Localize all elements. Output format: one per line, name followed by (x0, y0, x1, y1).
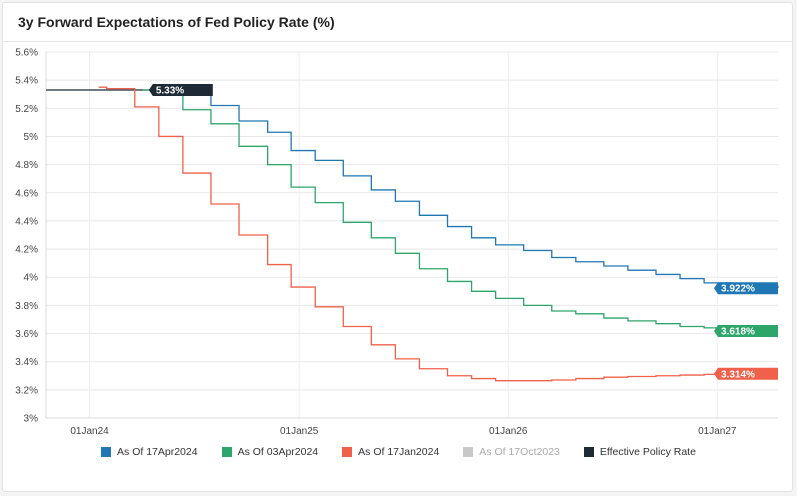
x-tick-label: 01Jan26 (489, 426, 528, 437)
legend-swatch (463, 447, 474, 457)
chart-title: 3y Forward Expectations of Fed Policy Ra… (18, 14, 335, 30)
legend-item[interactable]: Effective Policy Rate (583, 446, 696, 458)
y-tick-label: 4.8% (15, 160, 38, 171)
y-tick-label: 3.4% (15, 357, 38, 368)
x-tick-label: 01Jan25 (280, 426, 319, 437)
legend-item[interactable]: As Of 17Jan2024 (342, 446, 439, 458)
end-value-marker (148, 84, 213, 97)
end-value-marker (714, 282, 778, 295)
y-tick-label: 4% (24, 273, 39, 284)
y-tick-label: 4.6% (15, 188, 38, 199)
legend-item[interactable]: As Of 03Apr2024 (221, 446, 319, 458)
x-tick-label: 01Jan27 (698, 426, 737, 437)
end-value-label: 3.922% (721, 284, 755, 295)
legend-label: As Of 03Apr2024 (237, 446, 319, 458)
end-value-marker (714, 367, 778, 380)
y-tick-label: 3% (24, 414, 39, 425)
legend-item[interactable]: As Of 17Oct2023 (463, 446, 560, 458)
legend-swatch (101, 447, 112, 457)
legend-label: As Of 17Apr2024 (117, 446, 198, 458)
y-tick-label: 5.6% (15, 48, 38, 59)
series-line (98, 86, 728, 382)
legend-item[interactable]: As Of 17Apr2024 (101, 446, 198, 458)
end-value-label: 5.33% (156, 86, 184, 97)
legend-label: Effective Policy Rate (599, 446, 696, 458)
title-divider (3, 41, 792, 42)
y-tick-label: 5.2% (15, 104, 38, 115)
y-tick-label: 5.4% (15, 76, 38, 87)
y-tick-label: 5% (24, 132, 39, 143)
end-value-label: 3.314% (721, 369, 755, 380)
y-tick-label: 4.2% (15, 245, 38, 256)
end-value-marker (714, 325, 778, 338)
series-line (142, 89, 771, 332)
end-value-label: 3.618% (721, 327, 755, 338)
chart-legend: As Of 17Apr2024 As Of 03Apr2024 As Of 17Ja… (0, 446, 797, 458)
y-tick-label: 4.4% (15, 216, 38, 227)
y-tick-label: 3.2% (15, 385, 38, 396)
x-tick-label: 01Jan24 (70, 426, 109, 437)
legend-swatch (583, 447, 594, 457)
y-tick-label: 3.6% (15, 329, 38, 340)
legend-swatch (342, 447, 353, 457)
legend-label: As Of 17Jan2024 (358, 446, 440, 458)
series-line (150, 89, 779, 289)
y-tick-label: 3.8% (15, 301, 38, 312)
legend-label: As Of 17Oct2023 (479, 446, 560, 458)
legend-swatch (221, 447, 232, 457)
